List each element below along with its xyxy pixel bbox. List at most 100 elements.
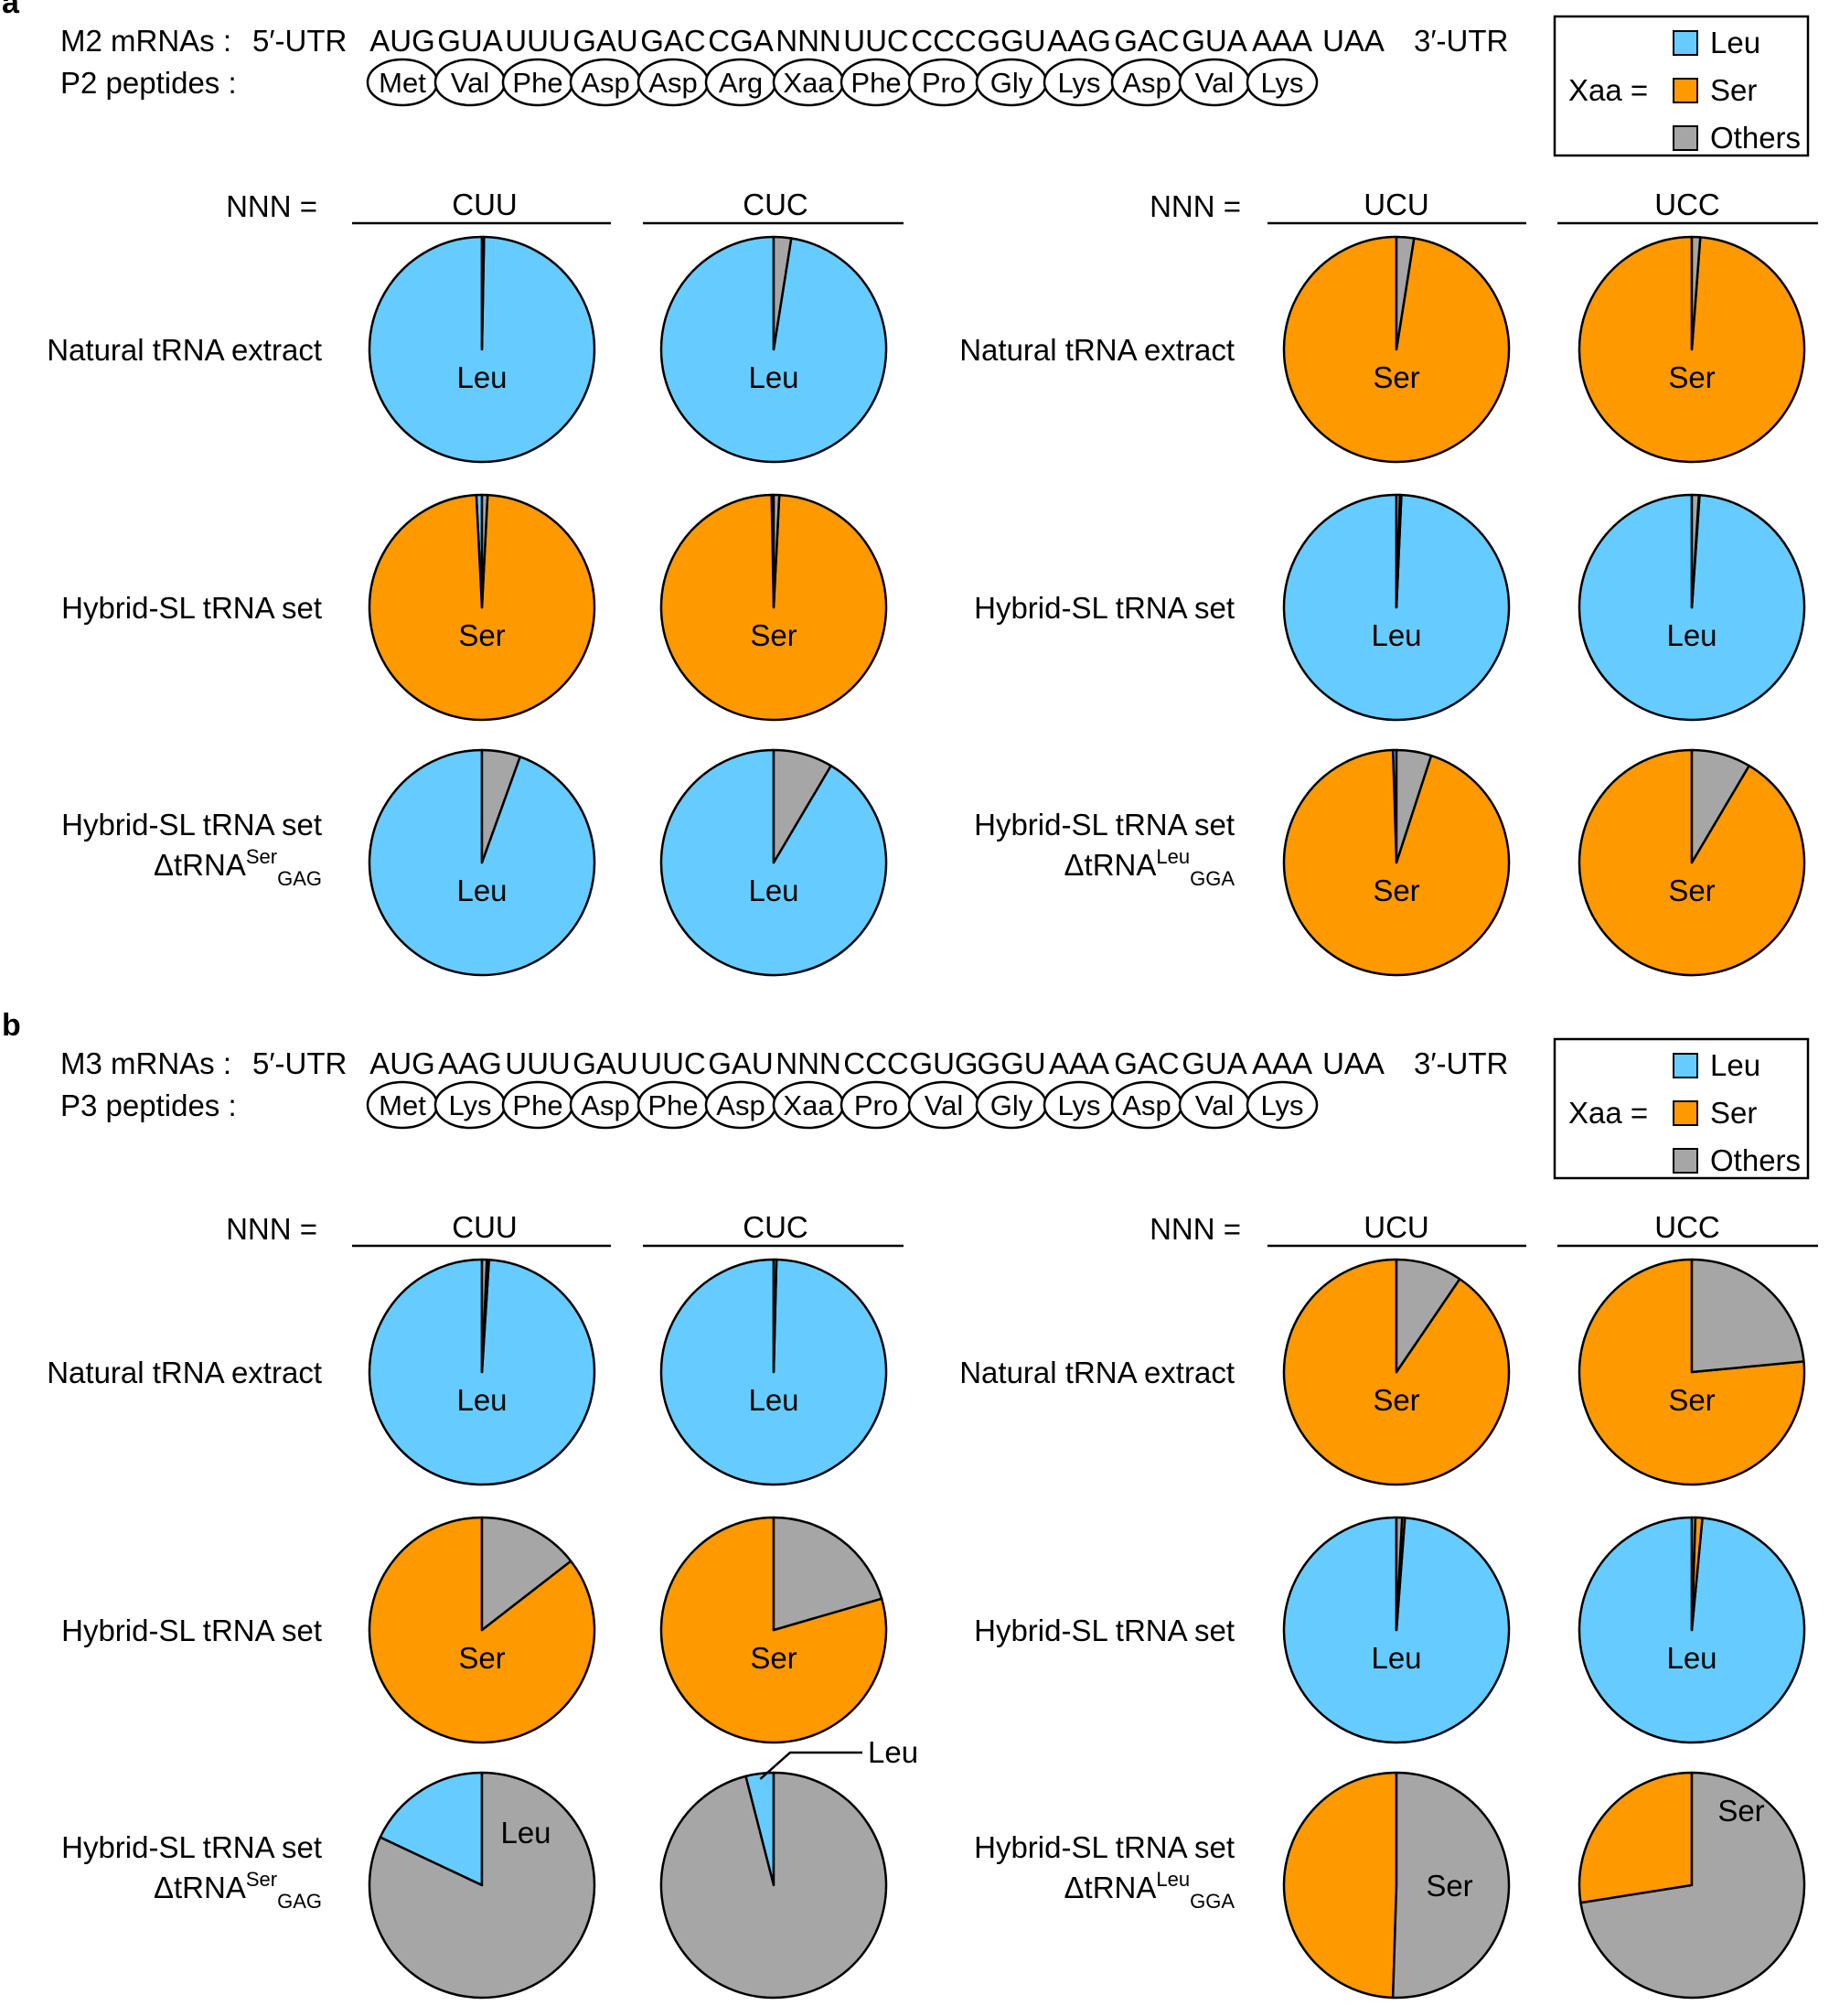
residue-label: Val — [451, 67, 490, 99]
pie-label-leu: Leu — [748, 874, 798, 907]
pie-b-ucu-row1 — [1282, 1258, 1511, 1486]
row-label-delta: ΔtRNALeuGGA — [1064, 845, 1235, 890]
peptide-label: P2 peptides : — [60, 66, 237, 100]
pie-label-ser: Ser — [1668, 1383, 1715, 1417]
pie-label-leu: Leu — [456, 1383, 507, 1417]
callout-leader — [759, 1751, 862, 1780]
codon-label: GAC — [640, 24, 706, 58]
residue-label: Gly — [990, 67, 1033, 99]
row-label: Natural tRNA extract — [959, 333, 1235, 367]
pie-label-ser: Ser — [1373, 1383, 1419, 1417]
pie-b-cuc-row2 — [659, 1516, 888, 1744]
pie-label-leu: Leu — [1371, 1641, 1421, 1675]
codon-label: GGU — [977, 24, 1045, 58]
pie-slice-others — [1690, 748, 1750, 864]
pie-slice-others — [480, 493, 489, 609]
mrna-label: M3 mRNAs : — [60, 1046, 231, 1080]
legend-xaa-label: Xaa = — [1568, 73, 1648, 107]
pie-slice-others — [1690, 235, 1702, 351]
codon-label: GUA — [1182, 1046, 1247, 1080]
pie-slice-others — [480, 1516, 572, 1632]
row-label: Hybrid-SL tRNA set — [61, 591, 322, 625]
row-label: Hybrid-SL tRNA set — [974, 591, 1235, 625]
residue-label: Lys — [1260, 1089, 1303, 1121]
utr5-label: 5′-UTR — [252, 1046, 347, 1080]
pie-label-ser: Ser — [1426, 1869, 1472, 1903]
residue-label: Met — [379, 67, 426, 99]
legend-entry-label: Leu — [1710, 26, 1760, 59]
column-header-ucu: UCU — [1364, 188, 1429, 221]
legend-xaa-label: Xaa = — [1568, 1096, 1648, 1130]
residue-label: Phe — [850, 67, 901, 99]
utr3-label: 3′-UTR — [1414, 1046, 1508, 1080]
pie-a-cuc-row2 — [659, 493, 888, 722]
codon-label: AUG — [369, 24, 435, 58]
legend-entry-label: Ser — [1710, 1096, 1757, 1130]
codon-label: GUG — [909, 1046, 978, 1080]
pie-slice-others — [772, 1516, 883, 1632]
codon-label: NNN — [775, 1046, 841, 1080]
pie-slice-others — [480, 748, 521, 864]
row-label-delta: ΔtRNASerGAG — [154, 1868, 322, 1913]
pie-slice-ser — [1578, 1771, 1694, 1904]
row-label: Natural tRNA extract — [47, 1356, 322, 1389]
pie-a-cuc-row1 — [659, 235, 888, 464]
residue-label: Gly — [990, 1089, 1033, 1121]
pie-label-ser: Ser — [458, 618, 505, 652]
pie-label-leu: Leu — [456, 360, 507, 394]
pie-label-leu: Leu — [1666, 618, 1717, 652]
residue-label: Pro — [922, 67, 966, 99]
nnn-label: NNN = — [1150, 189, 1241, 223]
pie-label-leu: Leu — [500, 1816, 551, 1850]
pie-b-ucu-row2 — [1282, 1516, 1511, 1744]
residue-label: Asp — [581, 1089, 629, 1121]
pie-label-ser: Ser — [1373, 360, 1419, 394]
legend: Xaa = Leu Ser Others — [1553, 15, 1810, 157]
residue-oval — [1246, 1080, 1319, 1130]
residue-label: Phe — [512, 1089, 562, 1121]
pie-label-leu: Leu — [456, 874, 507, 907]
pie-slice-others — [772, 1258, 778, 1374]
pie-slice-others — [1395, 235, 1416, 351]
row-label: Natural tRNA extract — [47, 333, 322, 367]
pie-a-ucc-row1 — [1578, 235, 1806, 464]
legend-swatch-others — [1673, 1148, 1698, 1174]
pie-slice-others — [1690, 1516, 1697, 1632]
pie-slice-others — [1395, 493, 1402, 609]
residue-label: Val — [1195, 1089, 1235, 1121]
row-label: Hybrid-SL tRNA set — [61, 1614, 322, 1647]
utr3-label: 3′-UTR — [1414, 24, 1508, 58]
legend-entry-label: Others — [1710, 1143, 1801, 1177]
pie-b-ucc-row1 — [1578, 1258, 1806, 1486]
legend-swatch-ser — [1673, 78, 1698, 103]
nnn-label: NNN = — [1150, 1212, 1241, 1246]
pie-label-leu: Leu — [748, 360, 798, 394]
pie-a-ucc-row3 — [1578, 748, 1806, 977]
codon-label: GAU — [572, 24, 638, 58]
residue-label: Met — [379, 1089, 426, 1121]
pie-slice-others — [772, 748, 832, 864]
pie-a-ucu-row1 — [1282, 235, 1511, 464]
pie-a-ucu-row3 — [1282, 748, 1511, 977]
residue-label: Pro — [854, 1089, 898, 1121]
stop-codon-label: UAA — [1322, 24, 1385, 58]
panel-letter: a — [2, 0, 20, 20]
pie-slice-others — [1690, 1258, 1805, 1374]
peptide-label: P3 peptides : — [60, 1088, 237, 1122]
residue-label: Asp — [716, 1089, 765, 1121]
codon-label: GAU — [708, 1046, 774, 1080]
codon-label: CGA — [708, 24, 774, 58]
pie-b-cuu-row1 — [368, 1258, 596, 1486]
pie-slice-others — [368, 1771, 596, 2000]
codon-label: GAC — [1114, 1046, 1180, 1080]
pie-a-ucu-row2 — [1282, 493, 1511, 722]
residue-label: Lys — [1260, 67, 1303, 99]
row-label: Hybrid-SL tRNA set — [61, 1830, 322, 1864]
pie-slice-others — [1395, 1258, 1461, 1374]
residue-label: Xaa — [783, 1089, 834, 1121]
codon-label: AAG — [1047, 24, 1111, 58]
pie-b-cuc-row3 — [659, 1771, 888, 2000]
pie-slice-ser — [1282, 1771, 1398, 2000]
codon-label: AUG — [369, 1046, 435, 1080]
legend-entry-label: Others — [1710, 121, 1801, 155]
